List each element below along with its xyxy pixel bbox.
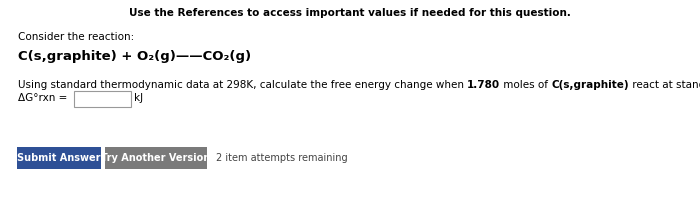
Text: kJ: kJ xyxy=(134,93,143,103)
Text: react at standard conditions.: react at standard conditions. xyxy=(629,80,700,90)
Text: moles of: moles of xyxy=(500,80,552,90)
FancyBboxPatch shape xyxy=(74,91,131,107)
Text: ΔG°rxn =: ΔG°rxn = xyxy=(18,93,67,103)
Text: 2 item attempts remaining: 2 item attempts remaining xyxy=(216,153,348,163)
Text: Try Another Version: Try Another Version xyxy=(102,153,211,163)
Text: C(s,graphite): C(s,graphite) xyxy=(552,80,629,90)
Text: 1.780: 1.780 xyxy=(468,80,500,90)
Text: Using standard thermodynamic data at 298K, calculate the free energy change when: Using standard thermodynamic data at 298… xyxy=(18,80,468,90)
FancyBboxPatch shape xyxy=(17,147,101,169)
Text: Use the References to access important values if needed for this question.: Use the References to access important v… xyxy=(129,8,571,18)
Text: C(s,graphite) + O₂(g)——CO₂(g): C(s,graphite) + O₂(g)——CO₂(g) xyxy=(18,50,251,63)
FancyBboxPatch shape xyxy=(105,147,207,169)
Text: Consider the reaction:: Consider the reaction: xyxy=(18,32,134,42)
Text: Submit Answer: Submit Answer xyxy=(18,153,101,163)
